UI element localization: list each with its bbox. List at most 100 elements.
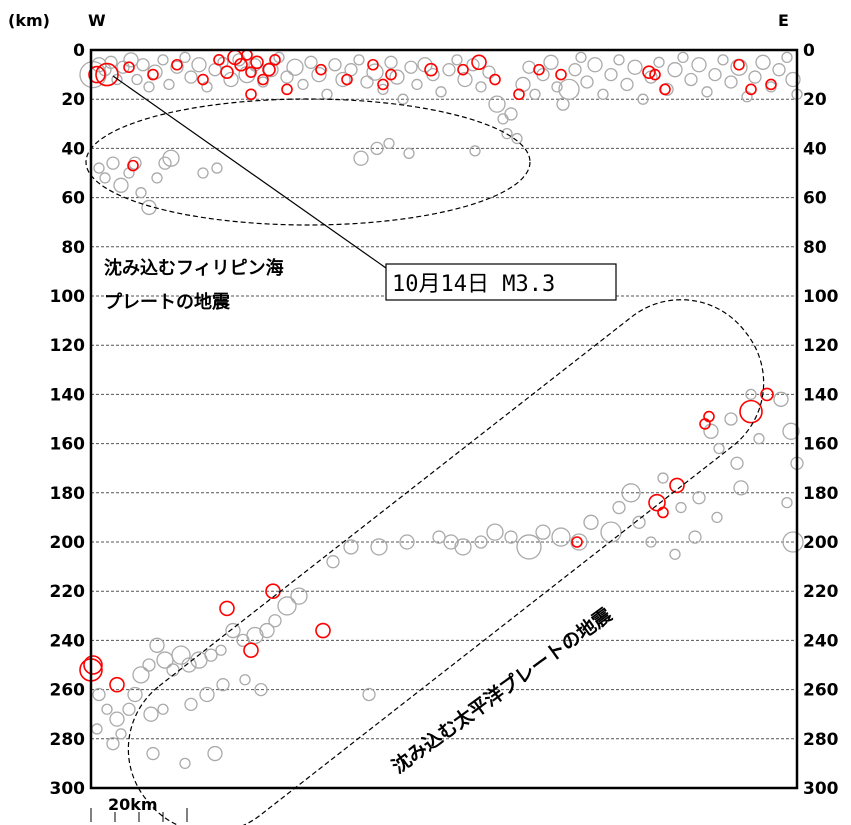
event-marker-past (353, 150, 369, 166)
event-marker-past (297, 78, 309, 91)
event-marker-past (713, 442, 725, 455)
east-label: E (778, 11, 789, 30)
event-marker-past (190, 651, 208, 669)
event-marker-past (122, 702, 136, 716)
event-marker-past (486, 523, 504, 541)
event-marker-recent (424, 62, 438, 77)
event-marker-past (782, 531, 804, 553)
event-marker-recent (703, 410, 715, 423)
y-tick-label-right: 240 (803, 631, 839, 651)
y-tick-label-left: 300 (50, 779, 86, 799)
y-tick-label-left: 240 (50, 631, 86, 651)
event-marker-past (781, 496, 793, 509)
event-marker-past (613, 54, 625, 66)
event-marker-past (326, 555, 340, 569)
event-marker-past (529, 88, 541, 100)
event-marker-past (370, 141, 384, 156)
event-marker-past (171, 645, 191, 665)
event-marker-past (170, 60, 184, 74)
event-marker-recent (245, 88, 257, 101)
event-marker-recent (471, 54, 487, 71)
y-tick-label-left: 80 (61, 238, 85, 258)
event-marker-recent (257, 73, 269, 86)
event-marker-recent (88, 65, 106, 84)
event-marker-past (157, 54, 169, 66)
event-marker-recent (127, 159, 139, 172)
event-marker-past (432, 530, 446, 544)
event-marker-past (516, 534, 542, 560)
event-marker-recent (243, 642, 259, 659)
event-marker-past (383, 137, 395, 150)
y-tick-label-left: 260 (50, 681, 86, 701)
event-marker-past (724, 412, 738, 426)
event-marker-past (692, 491, 706, 505)
event-marker-past (404, 60, 418, 74)
event-marker-recent (171, 58, 183, 71)
event-marker-past (543, 54, 559, 70)
event-marker-past (113, 177, 129, 193)
event-marker-past (360, 75, 374, 89)
event-marker-past (184, 70, 198, 84)
event-marker-past (773, 391, 789, 407)
event-marker-past (280, 70, 294, 84)
y-tick-label-right: 0 (803, 41, 815, 61)
event-marker-past (389, 69, 405, 85)
event-marker-past (558, 78, 580, 101)
event-marker-recent (250, 55, 264, 70)
event-markers (79, 49, 804, 770)
event-marker-past (667, 62, 683, 78)
event-marker-past (701, 86, 713, 98)
event-marker-past (691, 57, 707, 73)
event-marker-past (191, 57, 207, 73)
event-marker-recent (147, 68, 159, 81)
event-marker-past (384, 55, 398, 69)
event-marker-past (580, 75, 594, 89)
event-marker-past (677, 51, 689, 64)
event-marker-past (147, 64, 163, 80)
y-tick-label-right: 20 (803, 90, 827, 110)
event-marker-past (708, 67, 722, 82)
event-marker-past (730, 456, 744, 470)
event-marker-recent (657, 506, 669, 519)
event-marker-past (587, 57, 603, 73)
event-marker-past (457, 71, 473, 88)
event-marker-past (443, 534, 459, 550)
event-marker-past (115, 728, 127, 740)
event-marker-past (637, 93, 649, 105)
event-marker-past (135, 187, 147, 199)
event-marker-past (645, 536, 657, 548)
event-marker-past (290, 587, 308, 605)
event-marker-past (162, 149, 180, 167)
y-tick-label-left: 0 (73, 41, 85, 61)
event-marker-past (131, 73, 143, 86)
event-marker-recent (245, 66, 257, 78)
event-marker-past (362, 687, 376, 702)
pacific-label: 沈み込む太平洋プレートの地震 (387, 602, 617, 778)
event-marker-past (551, 81, 563, 93)
event-marker-past (551, 527, 571, 547)
event-marker-past (236, 633, 250, 648)
y-tick-label-left: 160 (50, 435, 86, 455)
event-marker-past (442, 63, 456, 77)
event-marker-past (104, 55, 118, 69)
event-marker-past (277, 596, 297, 616)
event-marker-past (772, 63, 786, 77)
event-marker-past (475, 81, 487, 93)
event-marker-past (556, 97, 570, 111)
event-marker-past (688, 530, 702, 544)
event-marker-past (143, 81, 155, 93)
event-marker-past (403, 147, 415, 159)
event-marker-recent (83, 655, 103, 675)
pacific-region-outline (127, 299, 765, 825)
event-marker-recent (669, 477, 685, 494)
event-marker-recent (489, 73, 501, 86)
event-marker-past (215, 644, 227, 656)
event-marker-recent (513, 88, 525, 101)
event-marker-past (151, 172, 163, 184)
event-marker-recent (642, 65, 656, 79)
y-tick-label-left: 60 (61, 189, 85, 209)
event-marker-recent (457, 63, 469, 76)
y-tick-label-left: 200 (50, 533, 86, 553)
y-tick-label-right: 200 (803, 533, 839, 553)
